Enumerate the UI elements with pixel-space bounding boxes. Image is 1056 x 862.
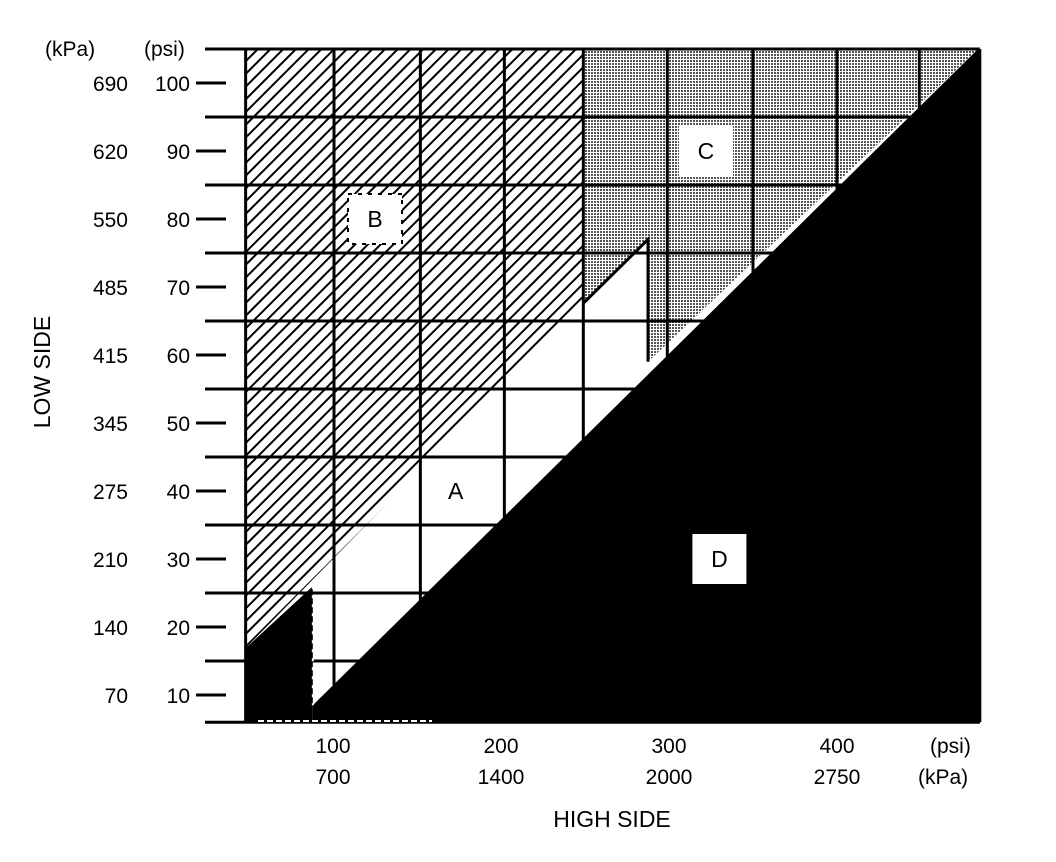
x-tick-label-psi: 300 [651,735,686,758]
y-header-psi: (psi) [144,38,185,61]
y-tick-label-psi: 50 [167,413,190,436]
y-tick-label-kpa: 550 [93,209,128,232]
x-tick-label-kpa: 700 [315,766,350,789]
x-tick-label-kpa: 2000 [646,766,693,789]
low-charge-black-region [245,586,313,723]
region-labels: A B C D [347,126,747,584]
region-d-label-box [692,534,747,584]
y-tick-label-kpa: 620 [93,141,128,164]
region-d-label: D [711,546,728,572]
regions [245,49,979,706]
region-b-label: B [367,206,382,232]
region-c-label-box [678,126,733,176]
x-tick-label-kpa: 1400 [478,766,525,789]
y-tick-label-kpa: 70 [105,685,128,708]
x-tick-label-kpa: 2750 [814,766,861,789]
region-d-fill [245,49,980,723]
x-tick-label-psi: 400 [819,735,854,758]
y-tick-label-psi: 10 [167,685,190,708]
y-tick-label-psi: 90 [167,141,190,164]
x-tick-label-psi: 100 [315,735,350,758]
y-tick-label-psi: 70 [167,277,190,300]
y-axis-title: LOW SIDE [29,316,55,428]
region-d-fill [312,49,980,723]
region-a-fill [245,239,648,706]
y-tick-label-kpa: 485 [93,277,128,300]
y-tick-label-psi: 100 [155,73,190,96]
y-tick-label-kpa: 345 [93,413,128,436]
region-a-boundary-line [582,235,650,362]
x-axis-title: HIGH SIDE [553,806,671,832]
y-tick-label-kpa: 210 [93,549,128,572]
y-tick-label-psi: 20 [167,617,190,640]
y-header-kpa: (kPa) [45,38,95,61]
y-tick-label-kpa: 275 [93,481,128,504]
x-unit-kpa: (kPa) [918,766,968,789]
y-tick-label-psi: 30 [167,549,190,572]
y-tick-label-psi: 80 [167,209,190,232]
region-b-fill [245,49,584,649]
y-tick-label-kpa: 415 [93,345,128,368]
region-b-label-box [347,193,403,245]
x-tick-label-psi: 200 [483,735,518,758]
y-tick-label-psi: 40 [167,481,190,504]
y-tick-label-kpa: 140 [93,617,128,640]
region-a-label: A [448,478,464,504]
y-tick-label-kpa: 690 [93,73,128,96]
x-unit-psi: (psi) [930,735,971,758]
region-c-label: C [698,138,715,164]
y-tick-label-psi: 60 [167,345,190,368]
axes: (kPa) (psi) (psi) (kPa) HIGH SIDE LOW SI… [29,38,971,832]
